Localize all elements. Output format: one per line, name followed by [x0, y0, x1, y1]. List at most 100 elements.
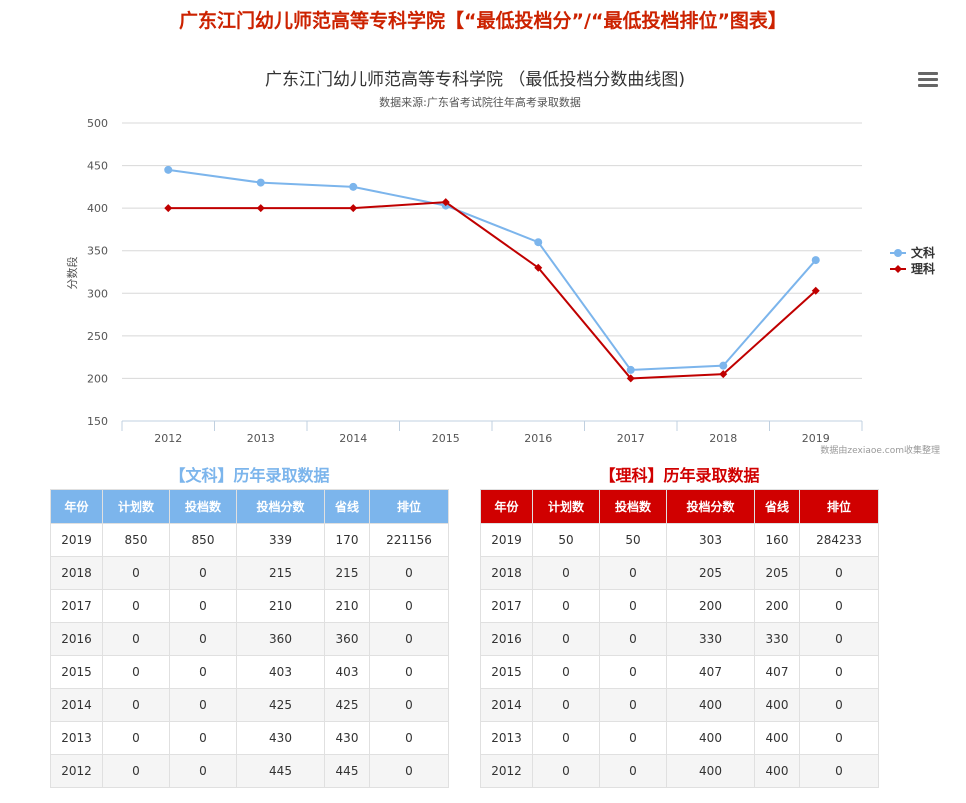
- page-title: 广东江门幼儿师范高等专科学院【“最低投档分”/“最低投档排位”图表】: [179, 10, 787, 32]
- y-tick-label: 250: [87, 330, 108, 343]
- table-cell: 0: [599, 754, 667, 788]
- column-header: 排位: [369, 489, 449, 524]
- wenke-table: 年份 计划数 投档数 投档分数 省线 排位 2019 850 850 339 170 221156 2…: [50, 489, 449, 788]
- table-cell: 445: [324, 754, 370, 788]
- legend-label[interactable]: 文科: [911, 245, 935, 260]
- table-header-row: 年份 计划数 投档数 投档分数 省线 排位: [480, 489, 879, 524]
- x-tick-label: 2018: [709, 432, 737, 445]
- table-cell: 2017: [50, 589, 103, 623]
- table-row: 2019 50 50 303 160 284233: [480, 523, 879, 557]
- x-tick-label: 2016: [524, 432, 552, 445]
- data-point[interactable]: [349, 204, 358, 213]
- table-cell: 0: [799, 688, 879, 722]
- table-cell: 2013: [50, 721, 103, 755]
- table-cell: 2014: [480, 688, 533, 722]
- table-cell: 430: [324, 721, 370, 755]
- table-cell: 0: [169, 754, 237, 788]
- table-cell: 0: [169, 589, 237, 623]
- table-cell: 0: [799, 556, 879, 590]
- table-cell: 0: [102, 688, 170, 722]
- chart-credit[interactable]: 数据由zexiaoe.com收集整理: [820, 444, 940, 455]
- like-table-title: 【理科】历年录取数据: [599, 466, 760, 485]
- grid-lines: [122, 122, 862, 422]
- column-header: 投档分数: [666, 489, 755, 524]
- table-cell: 2015: [480, 655, 533, 689]
- table-cell: 850: [169, 523, 237, 557]
- data-point[interactable]: [719, 361, 728, 370]
- x-axis-ticks: 2012 2013 2014 2015 2016 2017 2018 2019: [121, 421, 863, 445]
- column-header: 投档数: [599, 489, 667, 524]
- table-cell: 2016: [50, 622, 103, 656]
- table-cell: 400: [754, 754, 800, 788]
- data-point[interactable]: [256, 178, 265, 187]
- table-cell: 0: [369, 556, 449, 590]
- table-cell: 400: [666, 721, 755, 755]
- y-tick-label: 300: [87, 287, 108, 300]
- like-table-section: 【理科】历年录取数据 年份 计划数 投档数 投档分数 省线 排位 2019 50 50 303 1…: [480, 463, 879, 788]
- data-point[interactable]: [164, 204, 173, 213]
- table-cell: 850: [102, 523, 170, 557]
- x-tick-label: 2015: [432, 432, 460, 445]
- table-cell: 170: [324, 523, 370, 557]
- table-cell: 400: [666, 754, 755, 788]
- table-row: 2017 0 0 200 200 0: [480, 589, 879, 623]
- series-line-0[interactable]: [168, 168, 817, 371]
- table-cell: 2019: [50, 523, 103, 557]
- table-cell: 2018: [50, 556, 103, 590]
- data-point[interactable]: [626, 365, 635, 374]
- series-line-1[interactable]: [168, 201, 817, 380]
- table-cell: 330: [754, 622, 800, 656]
- legend-label[interactable]: 理科: [911, 261, 935, 276]
- menu-icon-bar: [918, 78, 938, 81]
- table-cell: 0: [532, 589, 600, 623]
- data-point[interactable]: [719, 370, 728, 379]
- table-cell: 0: [532, 655, 600, 689]
- table-cell: 2015: [50, 655, 103, 689]
- table-cell: 400: [666, 688, 755, 722]
- data-point[interactable]: [534, 238, 543, 247]
- table-cell: 205: [754, 556, 800, 590]
- menu-icon-bar: [918, 84, 938, 87]
- data-point[interactable]: [626, 374, 635, 383]
- table-cell: 0: [599, 589, 667, 623]
- table-cell: 0: [102, 622, 170, 656]
- data-point[interactable]: [811, 286, 820, 295]
- data-point[interactable]: [441, 198, 450, 207]
- data-point[interactable]: [349, 182, 358, 191]
- table-cell: 210: [236, 589, 325, 623]
- table-cell: 2018: [480, 556, 533, 590]
- data-point[interactable]: [534, 263, 543, 272]
- table-row: 2013 0 0 430 430 0: [50, 721, 449, 755]
- table-cell: 403: [324, 655, 370, 689]
- table-cell: 200: [754, 589, 800, 623]
- table-row: 2012 0 0 445 445 0: [50, 754, 449, 788]
- table-cell: 2016: [480, 622, 533, 656]
- data-point[interactable]: [256, 204, 265, 213]
- table-cell: 0: [369, 754, 449, 788]
- column-header: 年份: [50, 489, 103, 524]
- table-cell: 0: [369, 688, 449, 722]
- table-cell: 339: [236, 523, 325, 557]
- y-tick-label: 150: [87, 415, 108, 428]
- table-cell: 0: [369, 589, 449, 623]
- legend-marker: [894, 249, 902, 257]
- table-cell: 2019: [480, 523, 533, 557]
- table-cell: 0: [369, 622, 449, 656]
- chart-menu-button[interactable]: [918, 72, 938, 88]
- y-axis-label: 分数段: [65, 257, 79, 290]
- table-cell: 0: [102, 589, 170, 623]
- table-cell: 0: [799, 754, 879, 788]
- table-cell: 407: [754, 655, 800, 689]
- table-cell: 0: [532, 556, 600, 590]
- legend-marker: [894, 265, 902, 273]
- table-row: 2019 850 850 339 170 221156: [50, 523, 449, 557]
- data-point[interactable]: [164, 165, 173, 174]
- menu-icon: [918, 72, 938, 75]
- table-cell: 0: [102, 655, 170, 689]
- column-header: 投档分数: [236, 489, 325, 524]
- table-cell: 0: [169, 655, 237, 689]
- table-cell: 0: [532, 721, 600, 755]
- data-point[interactable]: [811, 256, 820, 265]
- table-cell: 2014: [50, 688, 103, 722]
